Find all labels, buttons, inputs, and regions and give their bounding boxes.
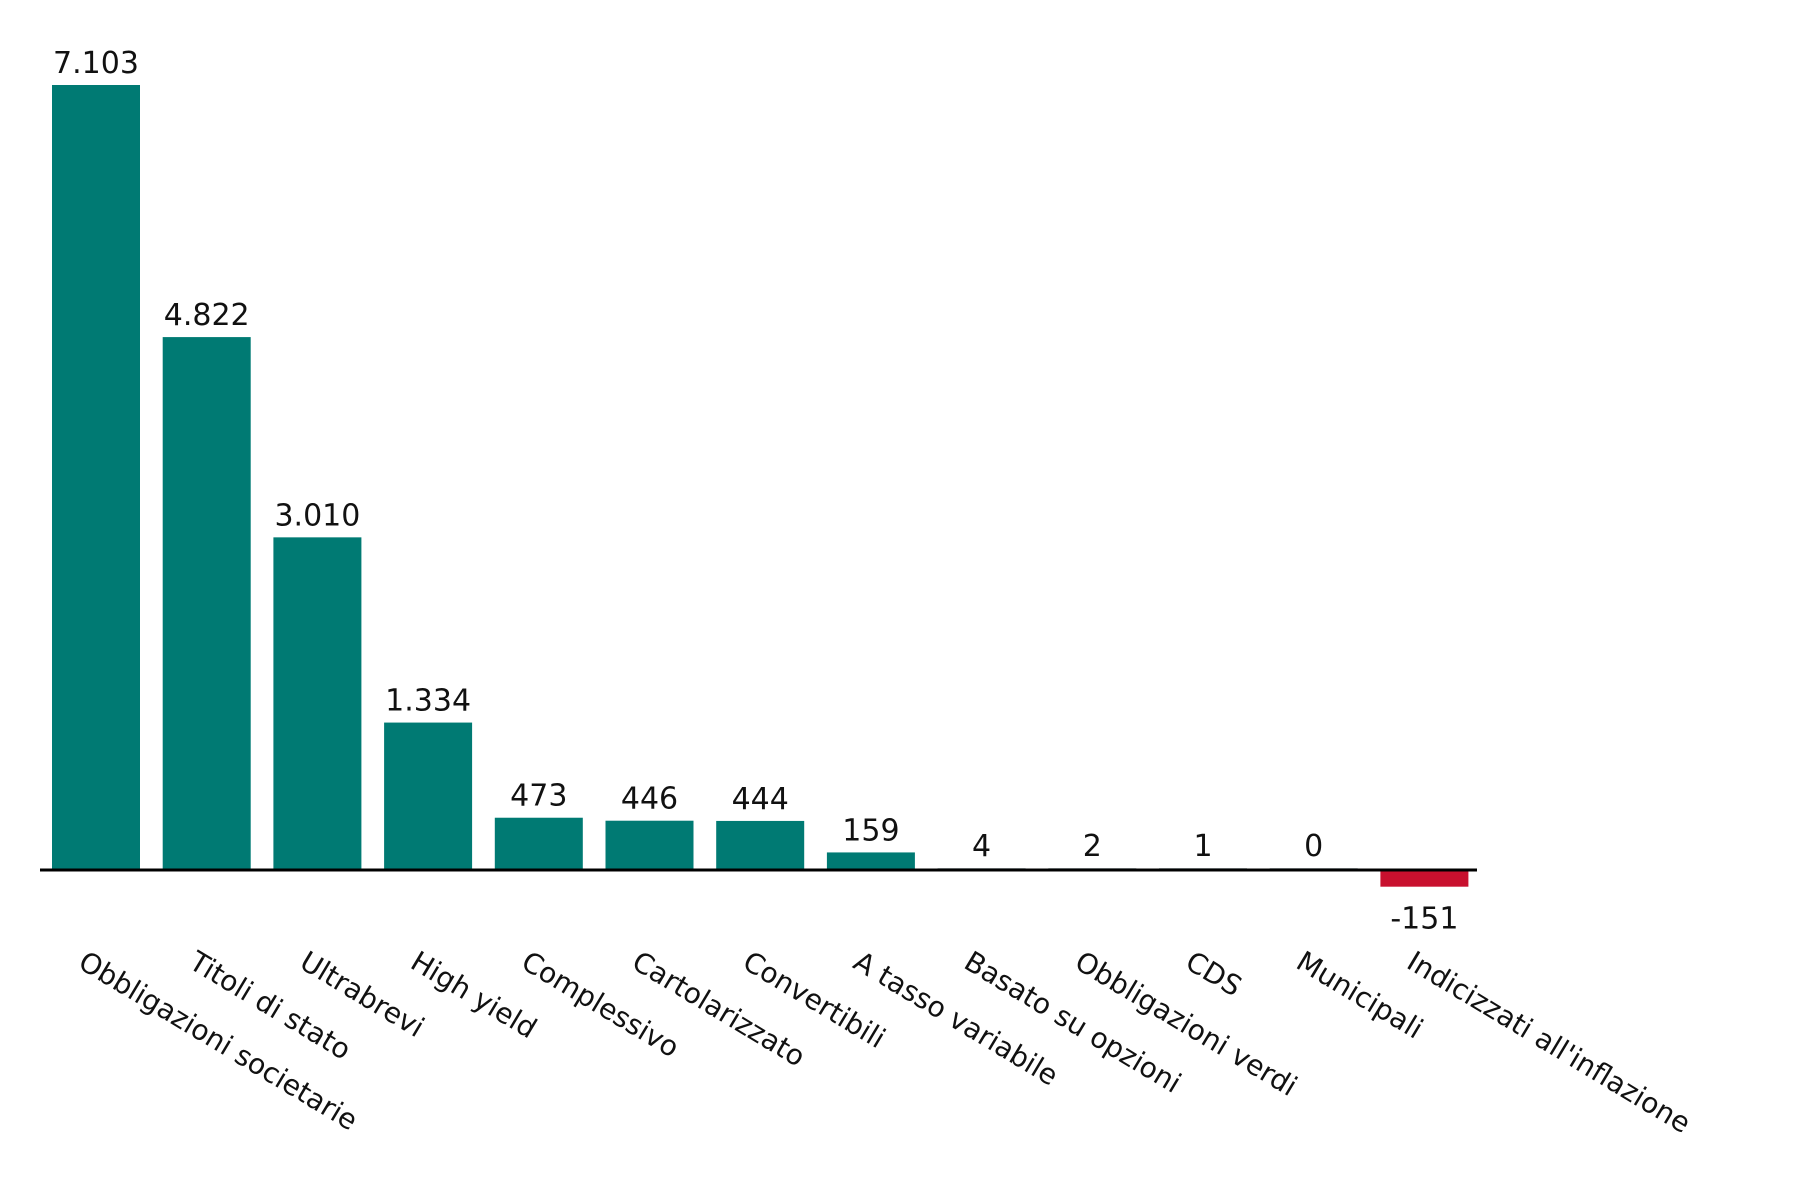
- category-label: Municipali: [1291, 945, 1429, 1046]
- value-label: -151: [1390, 902, 1458, 937]
- bar-1: [162, 337, 251, 870]
- value-label: 159: [842, 813, 899, 848]
- value-label: 3.010: [274, 498, 360, 533]
- category-label: CDS: [1180, 945, 1247, 1004]
- bar-3: [384, 722, 473, 870]
- value-label: 444: [732, 782, 789, 817]
- value-label: 1.334: [385, 684, 471, 719]
- category-label: A tasso variabile: [848, 945, 1064, 1093]
- category-label: High yield: [405, 945, 542, 1046]
- value-label: 0: [1304, 829, 1323, 864]
- value-label: 7.103: [53, 46, 139, 81]
- value-label: 1: [1193, 829, 1212, 864]
- bar-2: [273, 537, 362, 870]
- bar-12: [1380, 870, 1469, 887]
- value-labels: 7.103 4.822 3.010 1.334 473 446 444 159 4 2 1 0 -151: [53, 46, 1458, 937]
- value-label: 4.822: [164, 298, 250, 333]
- bar-4: [494, 817, 583, 870]
- bar-6: [716, 820, 805, 870]
- value-label: 2: [1083, 829, 1102, 864]
- value-label: 446: [621, 782, 678, 817]
- value-label: 4: [972, 829, 991, 864]
- bar-5: [605, 820, 694, 870]
- bar-7: [826, 852, 915, 870]
- bars: [52, 85, 1469, 887]
- value-label: 473: [510, 779, 567, 814]
- bar-0: [52, 85, 140, 870]
- category-label: Indicizzati all'inflazione: [1401, 945, 1696, 1140]
